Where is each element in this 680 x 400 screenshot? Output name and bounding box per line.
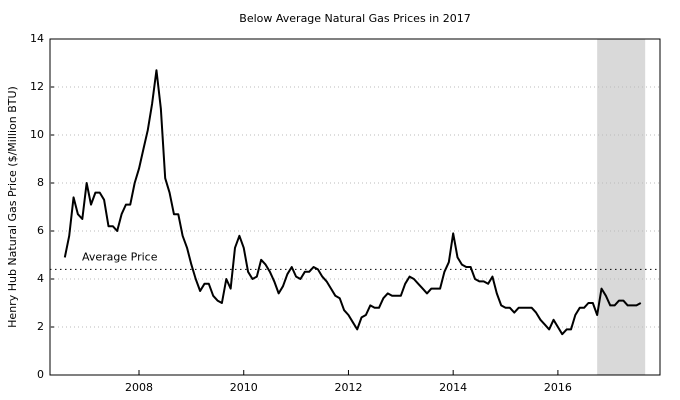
average-label: Average Price [82, 250, 158, 263]
plot-frame [49, 38, 661, 376]
chart-title: Below Average Natural Gas Prices in 2017 [239, 12, 470, 25]
x-tick-label: 2008 [125, 381, 153, 394]
x-tick-label: 2016 [544, 381, 572, 394]
y-tick-label: 12 [30, 80, 44, 93]
x-tick-label: 2014 [439, 381, 467, 394]
y-axis-label: Henry Hub Natural Gas Price ($/Million B… [6, 86, 19, 328]
x-tick-label: 2012 [334, 381, 362, 394]
y-tick-label: 4 [37, 272, 44, 285]
x-tick-label: 2010 [230, 381, 258, 394]
y-tick-label: 0 [37, 368, 44, 381]
y-tick-label: 8 [37, 176, 44, 189]
y-tick-label: 6 [37, 224, 44, 237]
y-tick-label: 14 [30, 32, 44, 45]
y-tick-label: 10 [30, 128, 44, 141]
y-tick-label: 2 [37, 320, 44, 333]
price-line [63, 69, 642, 336]
shaded-region [597, 39, 646, 375]
